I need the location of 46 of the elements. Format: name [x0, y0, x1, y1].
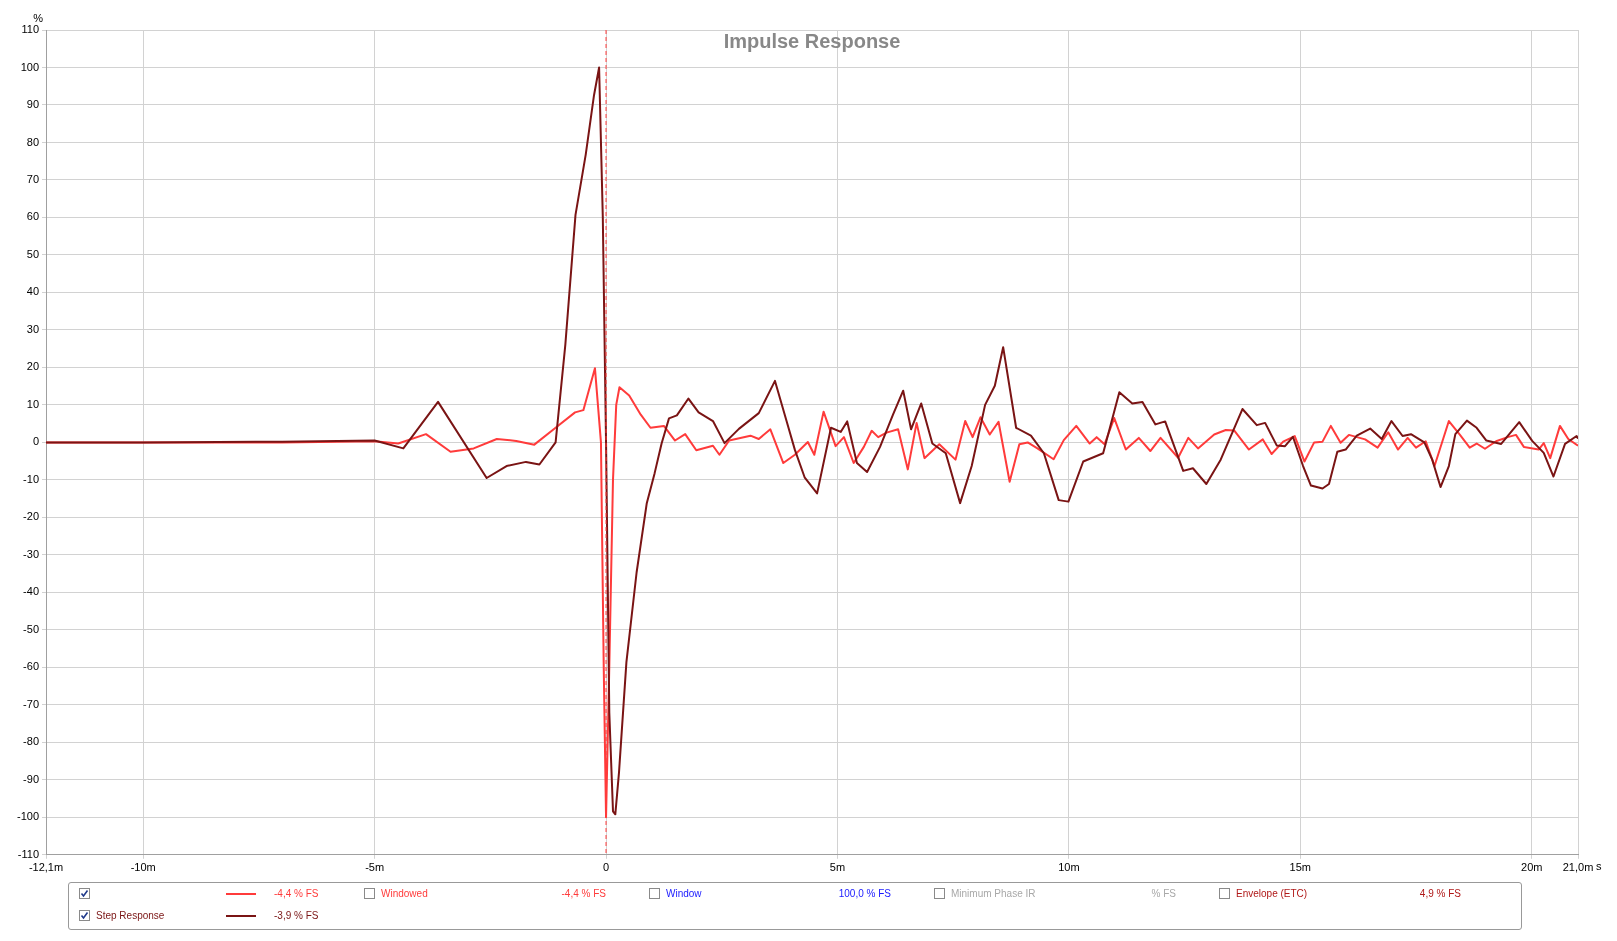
x-tick-label: 21,0m [1562, 861, 1594, 874]
x-tick-label: 20m [1521, 861, 1543, 874]
x-tick-label: 15m [1289, 861, 1311, 874]
text: -4,4 % FS [274, 888, 319, 899]
y-tick-label: -10 [23, 472, 40, 485]
y-tick-label: 30 [26, 322, 40, 335]
y-tick-label: -100 [16, 810, 40, 823]
y-tick-label: 80 [26, 135, 40, 148]
y-tick-label: -70 [23, 697, 40, 710]
x-tick-label: 10m [1058, 861, 1080, 874]
chart-title: Impulse Response [723, 29, 901, 52]
y-tick-label: 70 [26, 172, 40, 185]
x-axis-title: s [1596, 860, 1602, 873]
text: 4,9 % FS [1419, 888, 1461, 899]
x-tick-label: 5m [829, 861, 846, 874]
y-tick-label: 110 [21, 23, 40, 36]
text: Windowed [381, 888, 429, 899]
x-tick-label: -10m [130, 861, 156, 874]
x-tick-label: 0 [602, 861, 610, 874]
y-tick-label: 100 [20, 60, 40, 73]
y-tick-label: -60 [23, 660, 40, 673]
y-tick-label: -90 [23, 772, 40, 785]
y-tick-label: 50 [26, 247, 40, 260]
y-tick-label: 20 [26, 360, 40, 373]
y-tick-label: -110 [17, 847, 40, 860]
y-tick-label: -20 [23, 510, 40, 523]
y-tick-label: 60 [26, 210, 40, 223]
x-tick-label: -12,1m [28, 861, 64, 874]
text: Step Response [96, 910, 166, 921]
y-tick-label: -40 [23, 585, 40, 598]
y-tick-label: -80 [23, 735, 40, 748]
y-tick-label: 90 [26, 98, 40, 111]
text: -3,9 % FS [274, 910, 319, 921]
x-tick-label: -5m [365, 861, 385, 874]
y-tick-label: 10 [26, 397, 40, 410]
text: Minimum Phase IR [951, 888, 1037, 899]
text: Envelope (ETC) [1236, 888, 1309, 899]
y-axis-title: % [33, 11, 44, 24]
y-tick-label: -30 [23, 547, 40, 560]
text: % FS [1151, 888, 1176, 899]
y-tick-label: 40 [26, 285, 40, 298]
text: -4,4 % FS [561, 888, 606, 899]
y-tick-label: 0 [32, 435, 40, 448]
y-tick-label: -50 [23, 622, 40, 635]
text: Window [666, 888, 703, 899]
text: 100,0 % FS [838, 888, 891, 899]
